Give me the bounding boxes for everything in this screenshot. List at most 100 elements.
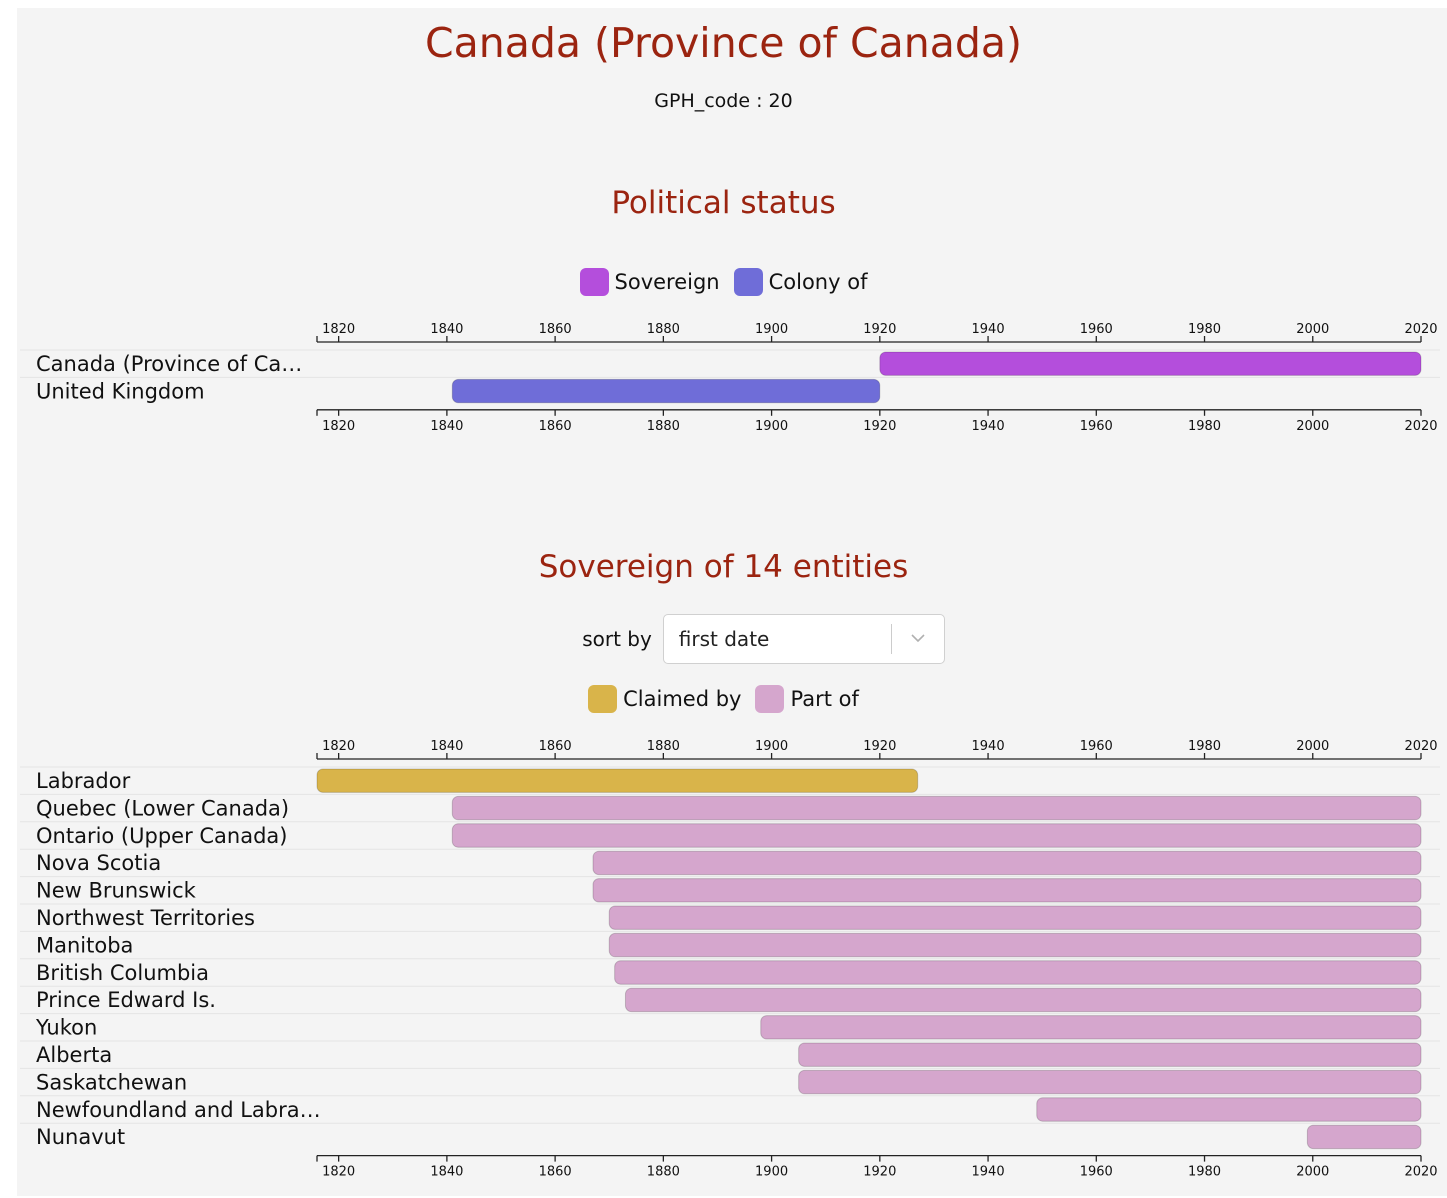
chevron-down-icon[interactable] xyxy=(892,631,944,647)
bar-saskatchewan[interactable] xyxy=(798,1069,1422,1095)
bar-alberta[interactable] xyxy=(798,1042,1422,1067)
row-label-saskatchewan: Saskatchewan xyxy=(36,1070,187,1094)
row-label-yukon: Yukon xyxy=(35,1016,97,1040)
tick-label: 1920 xyxy=(863,322,896,337)
page-title: Canada (Province of Canada) xyxy=(424,19,1023,67)
tick-label: 1820 xyxy=(322,322,355,337)
sort-select-value: first date xyxy=(678,627,770,651)
tick-label: 1900 xyxy=(755,1165,788,1180)
gph-code-label: GPH_code : 20 xyxy=(654,90,793,112)
legend-label-part-of: Part of xyxy=(790,687,859,711)
tick-label: 1860 xyxy=(539,419,572,434)
tick-label: 1840 xyxy=(430,739,463,754)
row-label-quebec-lower-canada: Quebec (Lower Canada) xyxy=(36,796,289,820)
row-label-ontario-upper-canada: Ontario (Upper Canada) xyxy=(36,824,288,848)
bar-northwest-territories[interactable] xyxy=(608,905,1422,930)
tick-label: 1840 xyxy=(430,322,463,337)
bar-quebec-lower-canada[interactable] xyxy=(451,795,1422,821)
row-label-new-brunswick: New Brunswick xyxy=(36,879,197,903)
bar-british-columbia[interactable] xyxy=(614,960,1422,985)
tick-label: 1880 xyxy=(647,322,680,337)
tick-label: 1880 xyxy=(647,739,680,754)
tick-label: 1940 xyxy=(972,739,1005,754)
row-label-nova-scotia: Nova Scotia xyxy=(36,851,161,875)
legend-item-colony-of[interactable]: Colony of xyxy=(733,268,868,296)
tick-label: 2000 xyxy=(1296,322,1329,337)
bar-yukon[interactable] xyxy=(760,1015,1422,1040)
bar-ontario-upper-canada[interactable] xyxy=(451,823,1422,848)
row-label-labrador: Labrador xyxy=(36,769,131,793)
tick-label: 1940 xyxy=(972,1165,1005,1180)
tick-label: 1860 xyxy=(539,739,572,754)
legend-item-sovereign[interactable]: Sovereign xyxy=(579,268,720,296)
tick-label: 2020 xyxy=(1404,1165,1437,1180)
row-label-northwest-territories: Northwest Territories xyxy=(36,906,255,930)
sort-control: sort by first date xyxy=(0,614,1447,664)
tick-label: 1860 xyxy=(539,1165,572,1180)
tick-label: 1880 xyxy=(647,419,680,434)
sort-by-label: sort by xyxy=(582,627,652,651)
sovereign-entities-chart: 1820 1840 1860 1880 1900 1920 1940 1960 1980 2000… xyxy=(20,739,1440,1180)
legend-label-claimed-by: Claimed by xyxy=(623,687,742,711)
political-status-title: Political status xyxy=(611,185,836,221)
tick-label: 1820 xyxy=(322,419,355,434)
bar-nunavut[interactable] xyxy=(1306,1124,1422,1150)
tick-label: 1980 xyxy=(1188,419,1221,434)
tick-label: 1840 xyxy=(430,1165,463,1180)
tick-label: 1820 xyxy=(322,739,355,754)
tick-label: 1920 xyxy=(863,419,896,434)
tick-label: 2020 xyxy=(1404,739,1437,754)
tick-label: 1940 xyxy=(972,419,1005,434)
legend-swatch-claimed-by xyxy=(588,685,618,713)
row-label-manitoba: Manitoba xyxy=(36,933,133,957)
tick-label: 1840 xyxy=(430,419,463,434)
legend-label-colony-of: Colony of xyxy=(768,270,868,294)
row-label-united-kingdom: United Kingdom xyxy=(36,379,205,403)
tick-label: 1900 xyxy=(755,419,788,434)
tick-label: 1980 xyxy=(1188,739,1221,754)
tick-label: 1920 xyxy=(863,1165,896,1180)
row-label-british-columbia: British Columbia xyxy=(36,961,209,985)
legend-swatch-sovereign xyxy=(579,268,609,296)
tick-label: 1900 xyxy=(755,739,788,754)
row-label-nunavut: Nunavut xyxy=(36,1125,125,1149)
tick-label: 2020 xyxy=(1404,419,1437,434)
bar-nova-scotia[interactable] xyxy=(592,850,1422,876)
tick-label: 1860 xyxy=(539,322,572,337)
tick-label: 1960 xyxy=(1080,1165,1113,1180)
tick-label: 1920 xyxy=(863,739,896,754)
bar-newfoundland-and-labra[interactable] xyxy=(1036,1097,1422,1122)
legend-swatch-colony-of xyxy=(733,268,763,296)
tick-label: 1980 xyxy=(1188,322,1221,337)
legend-item-claimed-by[interactable]: Claimed by xyxy=(588,685,741,713)
tick-label: 1820 xyxy=(322,1165,355,1180)
bar-labrador[interactable] xyxy=(316,768,919,793)
row-label-canada-province-of-ca: Canada (Province of Ca… xyxy=(36,352,302,376)
bar-new-brunswick[interactable] xyxy=(592,878,1422,903)
bar-manitoba[interactable] xyxy=(608,932,1422,958)
sovereign-entities-title: Sovereign of 14 entities xyxy=(538,549,909,585)
sort-select-separator xyxy=(890,624,892,654)
tick-label: 1960 xyxy=(1080,322,1113,337)
tick-label: 2000 xyxy=(1296,739,1329,754)
legend-label-sovereign: Sovereign xyxy=(614,270,720,294)
bar-canada-province-of-ca[interactable] xyxy=(879,351,1422,376)
tick-label: 2020 xyxy=(1404,322,1437,337)
tick-label: 1900 xyxy=(755,322,788,337)
row-label-alberta: Alberta xyxy=(36,1043,112,1067)
tick-label: 1940 xyxy=(972,322,1005,337)
bar-prince-edward-is[interactable] xyxy=(624,987,1422,1013)
row-label-prince-edward-is: Prince Edward Is. xyxy=(36,988,216,1012)
tick-label: 1960 xyxy=(1080,739,1113,754)
tick-label: 2000 xyxy=(1296,1165,1329,1180)
row-label-newfoundland-and-labra: Newfoundland and Labra… xyxy=(36,1098,321,1122)
sort-select[interactable]: first date xyxy=(662,614,945,664)
tick-label: 2000 xyxy=(1296,419,1329,434)
legend-swatch-part-of xyxy=(755,685,785,713)
bar-united-kingdom[interactable] xyxy=(451,378,881,404)
legend-item-part-of[interactable]: Part of xyxy=(755,685,859,713)
tick-label: 1880 xyxy=(647,1165,680,1180)
sovereign-entities-legend: Claimed by Part of xyxy=(0,685,1447,713)
political-status-chart: 1820 1840 1860 1880 1900 1920 1940 1960 1980 2000… xyxy=(20,322,1440,434)
tick-label: 1980 xyxy=(1188,1165,1221,1180)
